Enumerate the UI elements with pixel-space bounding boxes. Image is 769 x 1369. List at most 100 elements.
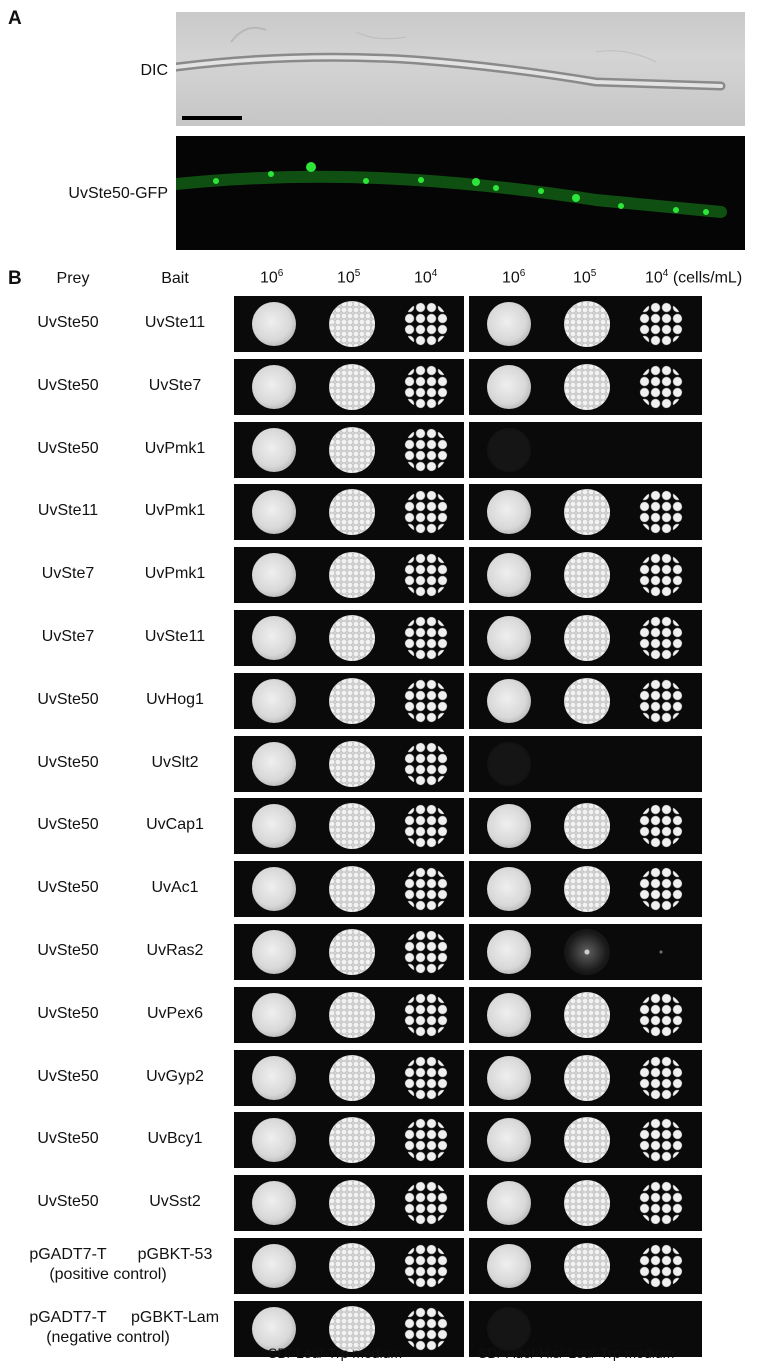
left-colony-spot (404, 679, 448, 723)
units-label: (cells/mL) (673, 269, 742, 286)
left-conc-1e5: 105 (337, 268, 360, 287)
right-plate (469, 736, 702, 792)
bait-label: UvAc1 (120, 879, 230, 897)
left-colony-spot (252, 365, 296, 409)
left-colony-spot (404, 302, 448, 346)
right-colony-spot (564, 615, 610, 661)
prey-label: UvSte50 (18, 1193, 118, 1211)
right-colony-spot (564, 1180, 610, 1226)
left-colony-spot (404, 867, 448, 911)
right-colony-spot (639, 679, 683, 723)
bait-label: UvHog1 (120, 691, 230, 709)
bait-label: UvGyp2 (120, 1068, 230, 1086)
right-colony-spot (487, 490, 531, 534)
gfp-micrograph (176, 136, 745, 250)
left-plate (234, 1050, 464, 1106)
prey-label: pGADT7-T (18, 1309, 118, 1327)
prey-label: UvSte50 (18, 754, 118, 772)
left-colony-spot (329, 741, 375, 787)
left-colony-spot (252, 930, 296, 974)
left-colony-spot (252, 490, 296, 534)
left-colony-spot (252, 679, 296, 723)
bait-label: UvSte11 (120, 628, 230, 646)
left-plate (234, 547, 464, 603)
left-colony-spot (252, 428, 296, 472)
right-colony-spot (639, 867, 683, 911)
right-colony-spot (639, 428, 683, 472)
left-colony-spot (252, 616, 296, 660)
prey-label: pGADT7-T (18, 1246, 118, 1264)
dic-hypha-image (176, 12, 745, 126)
left-colony-spot (252, 867, 296, 911)
right-colony-spot (564, 678, 610, 724)
header-bait: Bait (125, 270, 225, 288)
right-colony-spot (564, 992, 610, 1038)
left-colony-spot (329, 552, 375, 598)
left-conc-1e6: 106 (260, 268, 283, 287)
right-colony-spot (487, 930, 531, 974)
right-colony-spot (487, 302, 531, 346)
left-colony-spot (252, 553, 296, 597)
left-colony-spot (404, 930, 448, 974)
right-colony-spot (639, 1181, 683, 1225)
right-plate (469, 484, 702, 540)
right-colony-spot (564, 552, 610, 598)
right-colony-spot (487, 616, 531, 660)
bait-label: UvSte11 (120, 314, 230, 332)
right-plate (469, 924, 702, 980)
prey-label: UvSte50 (18, 691, 118, 709)
left-plate (234, 1238, 464, 1294)
right-plate (469, 547, 702, 603)
left-colony-spot (404, 365, 448, 409)
right-plate (469, 1175, 702, 1231)
right-colony-spot (639, 1118, 683, 1162)
right-colony-spot (487, 1181, 531, 1225)
control-note: (positive control) (18, 1266, 198, 1284)
right-colony-spot (564, 1243, 610, 1289)
left-colony-spot (404, 742, 448, 786)
left-colony-spot (329, 678, 375, 724)
right-colony-spot (487, 365, 531, 409)
left-colony-spot (329, 1055, 375, 1101)
left-colony-spot (329, 1117, 375, 1163)
right-colony-spot (639, 553, 683, 597)
left-colony-spot (252, 302, 296, 346)
left-plate (234, 296, 464, 352)
left-colony-spot (252, 1244, 296, 1288)
right-colony-spot (487, 1244, 531, 1288)
bait-label: UvSst2 (120, 1193, 230, 1211)
right-conc-1e5: 105 (573, 268, 596, 287)
right-colony-spot (564, 929, 610, 975)
left-plate (234, 987, 464, 1043)
left-plate (234, 1175, 464, 1231)
right-colony-spot (487, 804, 531, 848)
footer-right-medium: SD/-Ade/-His/-Leu/-Trp medium (478, 1345, 674, 1361)
left-plate (234, 1112, 464, 1168)
control-note: (negative control) (18, 1329, 198, 1347)
right-plate (469, 1050, 702, 1106)
left-colony-spot (329, 615, 375, 661)
right-colony-spot (487, 867, 531, 911)
left-colony-spot (329, 364, 375, 410)
left-colony-spot (252, 742, 296, 786)
left-colony-spot (252, 993, 296, 1037)
left-colony-spot (404, 1181, 448, 1225)
right-plate (469, 359, 702, 415)
right-plate (469, 1238, 702, 1294)
left-colony-spot (404, 1244, 448, 1288)
left-plate (234, 861, 464, 917)
dic-label: DIC (8, 62, 168, 80)
right-colony-spot (639, 930, 683, 974)
left-colony-spot (329, 427, 375, 473)
dic-micrograph (176, 12, 745, 126)
bait-label: UvRas2 (120, 942, 230, 960)
left-colony-spot (252, 1056, 296, 1100)
left-colony-spot (404, 1118, 448, 1162)
left-plate (234, 610, 464, 666)
gfp-hypha-image (176, 136, 745, 250)
left-plate (234, 736, 464, 792)
prey-label: UvSte50 (18, 1130, 118, 1148)
right-colony-spot (639, 804, 683, 848)
right-colony-spot (487, 1118, 531, 1162)
left-colony-spot (252, 1181, 296, 1225)
